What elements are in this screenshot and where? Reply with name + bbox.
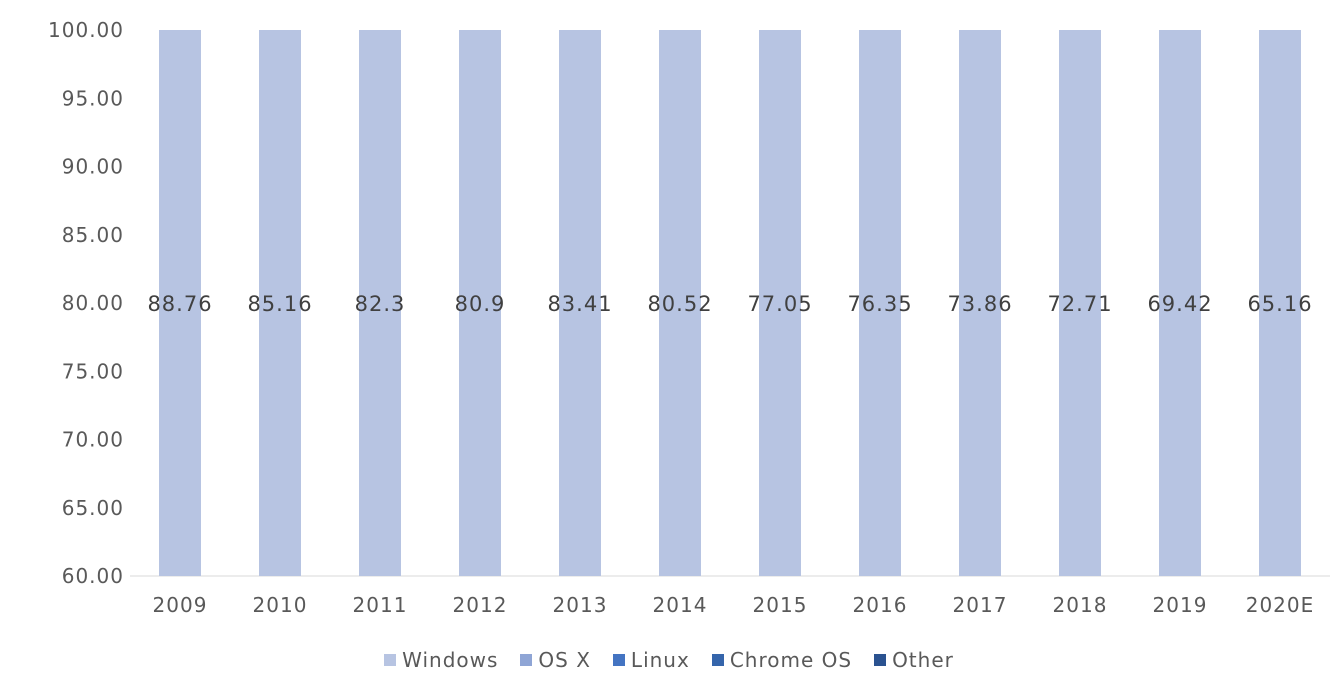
data-label: 65.16 — [1247, 292, 1312, 316]
legend-swatch — [384, 654, 397, 666]
legend-label: Linux — [630, 648, 690, 672]
legend: Windows OS X Linux Chrome OS Other — [0, 648, 1338, 672]
bar-windows-2020E — [1259, 30, 1301, 576]
data-label: 72.71 — [1047, 292, 1112, 316]
data-label: 83.41 — [547, 292, 612, 316]
x-tick-label: 2010 — [253, 593, 308, 617]
stacked-bar-chart: 60.00 65.00 70.00 75.00 80.00 85.00 90.00 95.00… — [48, 18, 1330, 617]
y-tick-label: 90.00 — [62, 155, 124, 179]
legend-item: OS X — [520, 648, 591, 672]
x-tick-label: 2013 — [553, 593, 608, 617]
legend-label: Windows — [402, 648, 499, 672]
bar-windows-2011 — [359, 30, 401, 576]
y-tick-label: 60.00 — [62, 564, 124, 588]
bar-windows-2012 — [459, 30, 501, 576]
x-tick-label: 2011 — [353, 593, 408, 617]
data-label: 88.76 — [147, 292, 212, 316]
bar-windows-2014 — [659, 30, 701, 576]
data-label: 77.05 — [747, 292, 812, 316]
bar-windows-2019 — [1159, 30, 1201, 576]
legend-swatch — [612, 654, 625, 666]
x-tick-label: 2019 — [1153, 593, 1208, 617]
y-tick-label: 65.00 — [62, 496, 124, 520]
bar-windows-2017 — [959, 30, 1001, 576]
y-tick-label: 95.00 — [62, 86, 124, 110]
bar-windows-2015 — [759, 30, 801, 576]
legend-label: Other — [892, 648, 954, 672]
y-tick-label: 75.00 — [62, 359, 124, 383]
legend-item: Other — [874, 648, 954, 672]
x-tick-label: 2017 — [953, 593, 1008, 617]
x-tick-label: 2018 — [1053, 593, 1108, 617]
bar-windows-2009 — [159, 30, 201, 576]
legend-item: Windows — [384, 648, 498, 672]
x-tick-label: 2014 — [653, 593, 708, 617]
x-tick-label: 2015 — [753, 593, 808, 617]
data-label: 80.52 — [647, 292, 712, 316]
data-label: 80.9 — [455, 292, 506, 316]
legend-swatch — [874, 654, 887, 666]
bar-windows-2010 — [259, 30, 301, 576]
legend-item: Linux — [612, 648, 690, 672]
bar-windows-2018 — [1059, 30, 1101, 576]
legend-swatch — [711, 654, 724, 666]
y-tick-label: 80.00 — [62, 291, 124, 315]
data-label: 76.35 — [847, 292, 912, 316]
bar-windows-2016 — [859, 30, 901, 576]
legend-item: Chrome OS — [711, 648, 853, 672]
legend-label: OS X — [538, 648, 591, 672]
legend-swatch — [520, 654, 533, 666]
x-tick-label: 2020E — [1246, 593, 1315, 617]
data-label: 85.16 — [247, 292, 312, 316]
x-tick-label: 2016 — [853, 593, 908, 617]
data-label: 82.3 — [355, 292, 406, 316]
y-tick-label: 70.00 — [62, 428, 124, 452]
data-label: 69.42 — [1147, 292, 1212, 316]
data-label: 73.86 — [947, 292, 1012, 316]
y-tick-label: 85.00 — [62, 223, 124, 247]
y-tick-label: 100.00 — [48, 18, 124, 42]
x-tick-label: 2012 — [453, 593, 508, 617]
legend-label: Chrome OS — [729, 648, 853, 672]
x-tick-label: 2009 — [153, 593, 208, 617]
bar-windows-2013 — [559, 30, 601, 576]
